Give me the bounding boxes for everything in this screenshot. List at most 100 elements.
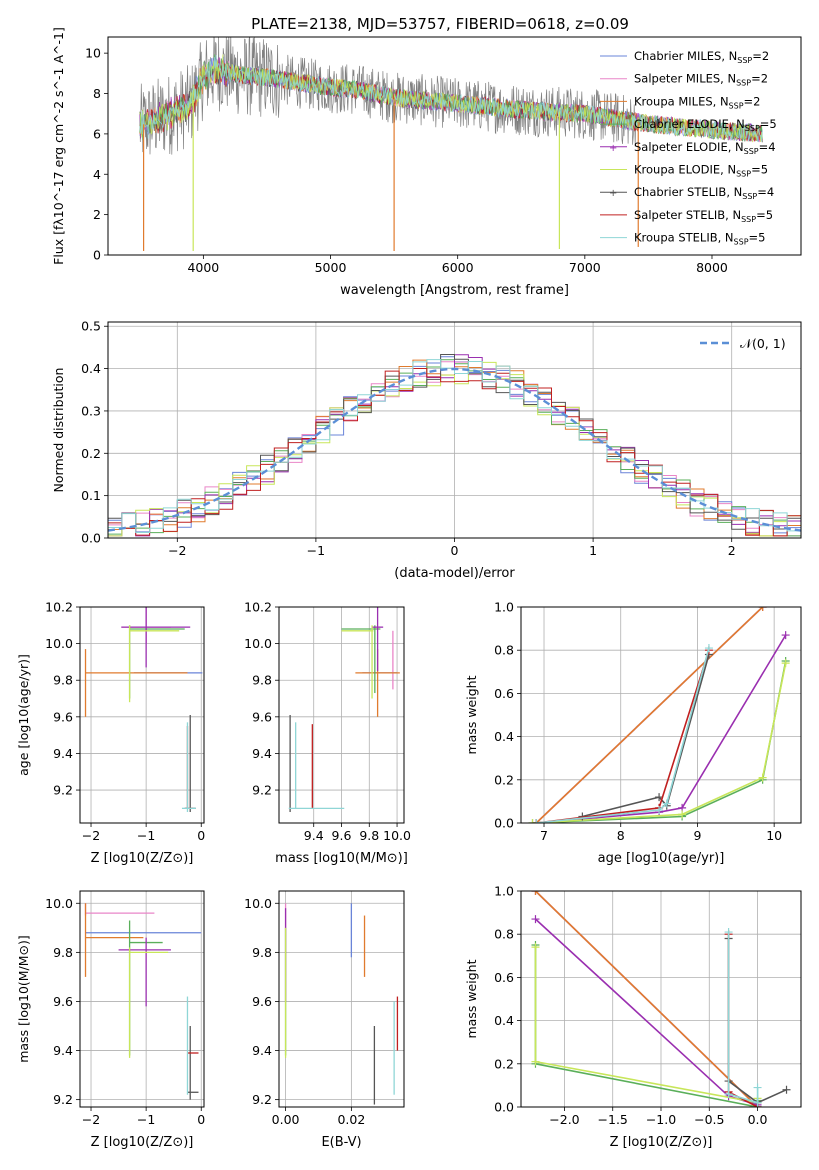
legend-label: Salpeter MILES, NSSP=2	[634, 72, 768, 88]
y-tick-label: 0.6	[494, 686, 514, 701]
legend-nssp: =5	[756, 208, 773, 222]
x-tick-label: −2	[168, 543, 186, 558]
legend-series-name: Salpeter MILES, N	[634, 72, 736, 86]
x-tick-label: 5000	[315, 260, 347, 275]
weight-marker	[724, 1090, 733, 1099]
x-tick-label: 0.0	[748, 1112, 768, 1127]
spectrum-model-line	[139, 55, 763, 142]
y-tick-label: 10.0	[244, 636, 272, 651]
y-tick-label: 9.4	[53, 746, 73, 761]
x-tick-label: 10	[766, 828, 782, 843]
y-tick-label: 9.8	[53, 945, 73, 960]
legend-nssp: =4	[759, 140, 776, 154]
histogram-step	[108, 368, 801, 537]
plot-mass-vs-ebv: 0.00 0.02 9.2 9.4 9.6 9.8 10.0 E(B-V)	[244, 890, 405, 1150]
legend-subscript: SSP	[744, 147, 759, 156]
x-axis-label: E(B-V)	[321, 1135, 361, 1150]
plot-mass-vs-Z: −2 −1 0 9.2 9.4 9.6 9.8 10.0 Z [log10(Z/Z⊙)] mass…	[16, 890, 205, 1150]
axes-frame	[107, 36, 802, 256]
y-tick-label: 10.2	[45, 600, 73, 615]
y-tick-label: 10.0	[45, 896, 73, 911]
x-tick-label: −1	[137, 828, 155, 843]
legend-subscript: SSP	[742, 192, 757, 201]
weight-marker	[753, 1098, 762, 1107]
y-tick-label: 0.5	[81, 319, 101, 334]
y-tick-label: 4	[93, 167, 101, 182]
weight-marker	[655, 806, 664, 815]
y-axis-label: Normed distribution	[51, 368, 66, 493]
y-axis-label: mass [log10(M/M⊙)]	[16, 935, 31, 1063]
y-axis-label: mass weight	[464, 959, 479, 1038]
y-tick-label: 9.8	[252, 945, 272, 960]
y-tick-label: 0.4	[494, 729, 514, 744]
legend-series-name: Kroupa ELODIE, N	[634, 163, 736, 177]
legend-marker: +	[609, 143, 617, 154]
y-tick-label: 0	[93, 248, 101, 263]
y-tick-label: 0.0	[494, 1100, 514, 1115]
x-tick-label: 2	[728, 543, 736, 558]
y-tick-label: 9.6	[53, 709, 73, 724]
plot-area-weight-vs-Z	[531, 891, 791, 1107]
x-tick-label: 8000	[696, 260, 728, 275]
weight-marker	[781, 659, 790, 668]
y-tick-label: 0.0	[81, 531, 101, 546]
plot-area-mass-vs-ebv	[284, 903, 399, 1105]
x-tick-label: 0	[451, 543, 459, 558]
x-tick-label: 0.02	[337, 1112, 365, 1127]
legend-series-name: Salpeter ELODIE, N	[634, 140, 744, 154]
axes-frame	[278, 606, 405, 824]
weight-line	[536, 634, 787, 823]
plot-area-weight-vs-age	[528, 607, 790, 823]
normal-curve	[108, 367, 801, 532]
axes-frame	[520, 890, 802, 1108]
weight-marker	[678, 810, 687, 819]
weight-line	[532, 663, 787, 823]
legend-nssp: =2	[744, 94, 761, 108]
x-tick-label: −1.0	[646, 1112, 676, 1127]
legend-subscript: SSP	[737, 56, 752, 65]
legend-label: 𝒩(0, 1)	[740, 336, 786, 351]
axes-frame	[79, 606, 205, 824]
legend-subscript: SSP	[741, 215, 756, 224]
x-tick-label: −2	[82, 1112, 100, 1127]
y-tick-label: 0.8	[494, 643, 514, 658]
weight-line	[534, 918, 758, 1106]
y-tick-label: 0.2	[81, 446, 101, 461]
x-tick-label: 1	[589, 543, 597, 558]
weight-marker	[531, 943, 540, 952]
x-axis-label: age [log10(age/yr)]	[598, 851, 725, 866]
weight-marker	[662, 799, 671, 808]
weight-marker	[531, 891, 540, 895]
y-tick-label: 9.4	[252, 1043, 272, 1058]
plot-age-vs-mass: 9.4 9.6 9.8 10.0 9.2 9.4 9.6 9.8 10.0 10.2 mass [l…	[244, 600, 411, 867]
weight-line	[535, 607, 764, 823]
y-tick-label: 0.4	[494, 1013, 514, 1028]
y-tick-label: 10.2	[244, 600, 272, 615]
y-tick-label: 0.1	[81, 488, 101, 503]
x-tick-label: −1.5	[598, 1112, 628, 1127]
axes-frame	[278, 890, 405, 1108]
weight-marker	[753, 1083, 762, 1092]
x-tick-label: 9.8	[359, 828, 379, 843]
spectrum-model-line	[139, 54, 763, 142]
y-axis-label: mass weight	[464, 675, 479, 754]
x-tick-label: 0.00	[272, 1112, 300, 1127]
y-axis-label: Flux [fλ10^-17 erg cm^-2 s^-1 A^-1]	[51, 27, 66, 265]
x-tick-label: 6000	[442, 260, 474, 275]
y-tick-label: 0.0	[494, 816, 514, 831]
x-axis-label: Z [log10(Z/Z⊙)]	[91, 1135, 194, 1150]
y-tick-label: 2	[93, 207, 101, 222]
weight-marker	[704, 644, 713, 653]
legend-label: Chabrier MILES, NSSP=2	[634, 49, 769, 65]
legend-nssp: =5	[751, 163, 768, 177]
y-tick-label: 0.8	[494, 927, 514, 942]
y-tick-label: 9.6	[252, 709, 272, 724]
weight-line	[536, 647, 710, 823]
y-tick-label: 10	[85, 46, 101, 61]
legend-nssp: =5	[760, 117, 777, 131]
weight-marker	[531, 1057, 540, 1066]
y-tick-label: 9.2	[53, 783, 73, 798]
x-tick-label: 10.0	[383, 828, 411, 843]
x-tick-label: 7000	[569, 260, 601, 275]
y-tick-label: 1.0	[494, 600, 514, 615]
